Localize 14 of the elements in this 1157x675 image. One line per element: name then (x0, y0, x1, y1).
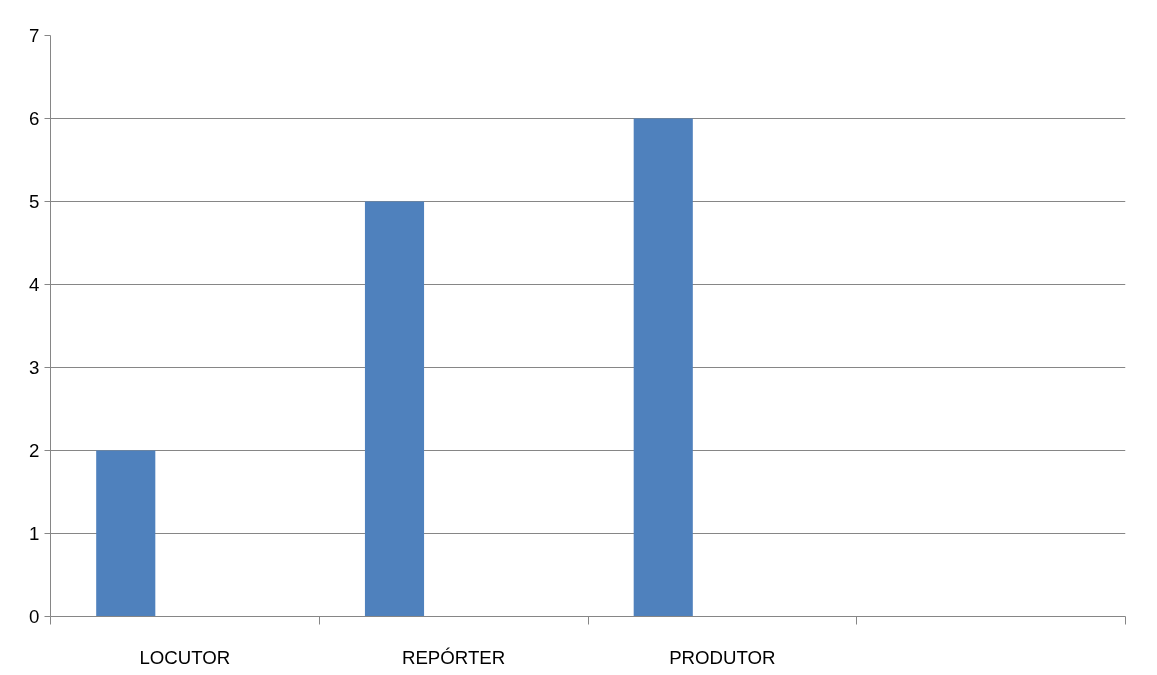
x-tick-label: REPÓRTER (401, 646, 506, 668)
x-tick-label: PRODUTOR (669, 646, 776, 668)
y-tick-label: 2 (29, 440, 40, 461)
bar (633, 118, 693, 617)
y-tick-label: 3 (29, 357, 40, 378)
y-tick-label: 5 (29, 191, 40, 212)
x-tick-label: LOCUTOR (139, 646, 231, 668)
y-tick-label: 0 (29, 606, 40, 627)
y-tick-label: 6 (29, 108, 40, 129)
bar (96, 450, 156, 617)
y-tick-label: 7 (29, 25, 40, 46)
y-tick-label: 4 (29, 274, 40, 295)
bar (364, 201, 425, 617)
y-tick-label: 1 (29, 523, 40, 544)
